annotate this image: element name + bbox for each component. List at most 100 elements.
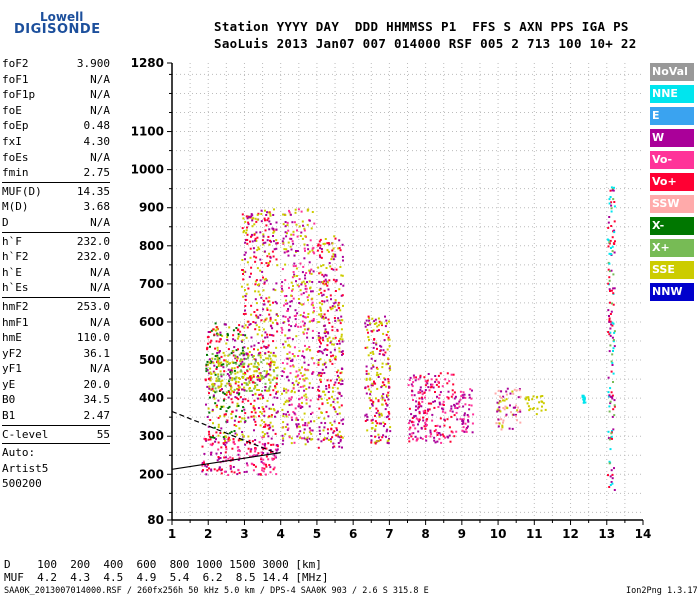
echo-point bbox=[261, 467, 264, 469]
echo-point bbox=[376, 368, 379, 370]
echo-point bbox=[257, 363, 260, 366]
echo-point bbox=[610, 289, 613, 292]
echo-point bbox=[326, 249, 329, 252]
echo-point bbox=[243, 421, 246, 424]
echo-point bbox=[268, 387, 271, 390]
echo-point bbox=[609, 387, 612, 390]
echo-point bbox=[418, 418, 421, 421]
echo-point bbox=[515, 404, 517, 407]
echo-point bbox=[264, 331, 267, 334]
echo-point bbox=[327, 432, 329, 435]
echo-point bbox=[305, 402, 308, 405]
echo-point bbox=[269, 316, 272, 319]
echo-point bbox=[421, 397, 424, 400]
echo-point bbox=[264, 336, 267, 339]
echo-point bbox=[247, 287, 250, 290]
echo-point bbox=[207, 425, 210, 428]
echo-point bbox=[613, 405, 616, 408]
echo-point bbox=[365, 370, 368, 373]
echo-point bbox=[264, 352, 267, 355]
echo-point bbox=[328, 262, 331, 265]
echo-point bbox=[308, 280, 311, 283]
echo-point bbox=[325, 296, 328, 298]
echo-point bbox=[290, 300, 293, 303]
echo-point bbox=[264, 425, 267, 428]
echo-point bbox=[417, 378, 420, 381]
echo-point bbox=[284, 334, 287, 337]
echo-point bbox=[613, 467, 615, 470]
echo-point bbox=[249, 390, 252, 392]
echo-point bbox=[387, 357, 390, 360]
echo-point bbox=[214, 358, 217, 361]
echo-point bbox=[245, 383, 248, 386]
echo-point bbox=[283, 389, 286, 392]
echo-point bbox=[295, 335, 298, 338]
echo-point bbox=[609, 196, 612, 198]
echo-point bbox=[410, 413, 413, 416]
echo-point bbox=[322, 275, 325, 278]
logo-brand-text: DIGISONDE bbox=[14, 22, 101, 37]
echo-point bbox=[332, 253, 335, 256]
echo-point bbox=[265, 297, 268, 300]
echo-point bbox=[265, 455, 268, 458]
echo-point bbox=[415, 405, 417, 408]
echo-point bbox=[287, 400, 290, 403]
echo-point bbox=[611, 430, 613, 432]
echo-point bbox=[495, 422, 498, 425]
echo-point bbox=[263, 278, 266, 281]
echo-point bbox=[331, 242, 334, 245]
echo-point bbox=[319, 271, 322, 274]
echo-point bbox=[241, 227, 244, 230]
echo-point bbox=[292, 365, 295, 368]
echo-point bbox=[251, 225, 254, 228]
echo-point bbox=[305, 290, 308, 293]
echo-point bbox=[256, 333, 259, 336]
echo-point bbox=[267, 389, 270, 392]
echo-point bbox=[330, 267, 333, 270]
echo-point bbox=[464, 396, 467, 399]
echo-point bbox=[341, 274, 344, 277]
echo-point bbox=[285, 295, 288, 297]
echo-point bbox=[203, 462, 205, 465]
echo-point bbox=[269, 451, 272, 454]
echo-point bbox=[262, 377, 265, 379]
echo-point bbox=[229, 376, 232, 379]
echo-point bbox=[312, 311, 315, 314]
echo-point bbox=[433, 436, 436, 439]
echo-point bbox=[223, 456, 226, 459]
echo-point bbox=[209, 379, 212, 382]
echo-point bbox=[311, 247, 314, 250]
echo-point bbox=[441, 403, 444, 406]
echo-point bbox=[262, 233, 265, 236]
echo-point bbox=[518, 389, 521, 392]
echo-point bbox=[337, 301, 340, 304]
echo-point bbox=[338, 393, 341, 395]
echo-point bbox=[229, 467, 232, 470]
echo-point bbox=[301, 374, 304, 377]
echo-point bbox=[323, 313, 326, 316]
echo-point bbox=[607, 395, 610, 398]
echo-point bbox=[334, 358, 337, 361]
echo-point bbox=[317, 371, 320, 374]
y-tick-label: 300 bbox=[139, 429, 164, 443]
echo-point bbox=[374, 414, 376, 417]
param-name: B1 bbox=[2, 409, 16, 423]
echo-point bbox=[377, 400, 380, 403]
echo-point bbox=[256, 383, 259, 386]
echo-point bbox=[461, 423, 464, 425]
echo-point bbox=[281, 281, 284, 284]
echo-point bbox=[211, 386, 214, 389]
echo-point bbox=[266, 389, 268, 392]
echo-point bbox=[262, 242, 265, 245]
echo-point bbox=[304, 443, 307, 446]
echo-point bbox=[305, 398, 308, 401]
echo-point bbox=[337, 319, 340, 322]
echo-point bbox=[374, 442, 377, 445]
echo-point bbox=[247, 356, 250, 359]
echo-point bbox=[262, 235, 265, 238]
echo-point bbox=[273, 361, 276, 364]
echo-point bbox=[212, 382, 215, 385]
echo-point bbox=[317, 363, 320, 366]
echo-point bbox=[316, 249, 319, 252]
echo-point bbox=[334, 299, 337, 302]
